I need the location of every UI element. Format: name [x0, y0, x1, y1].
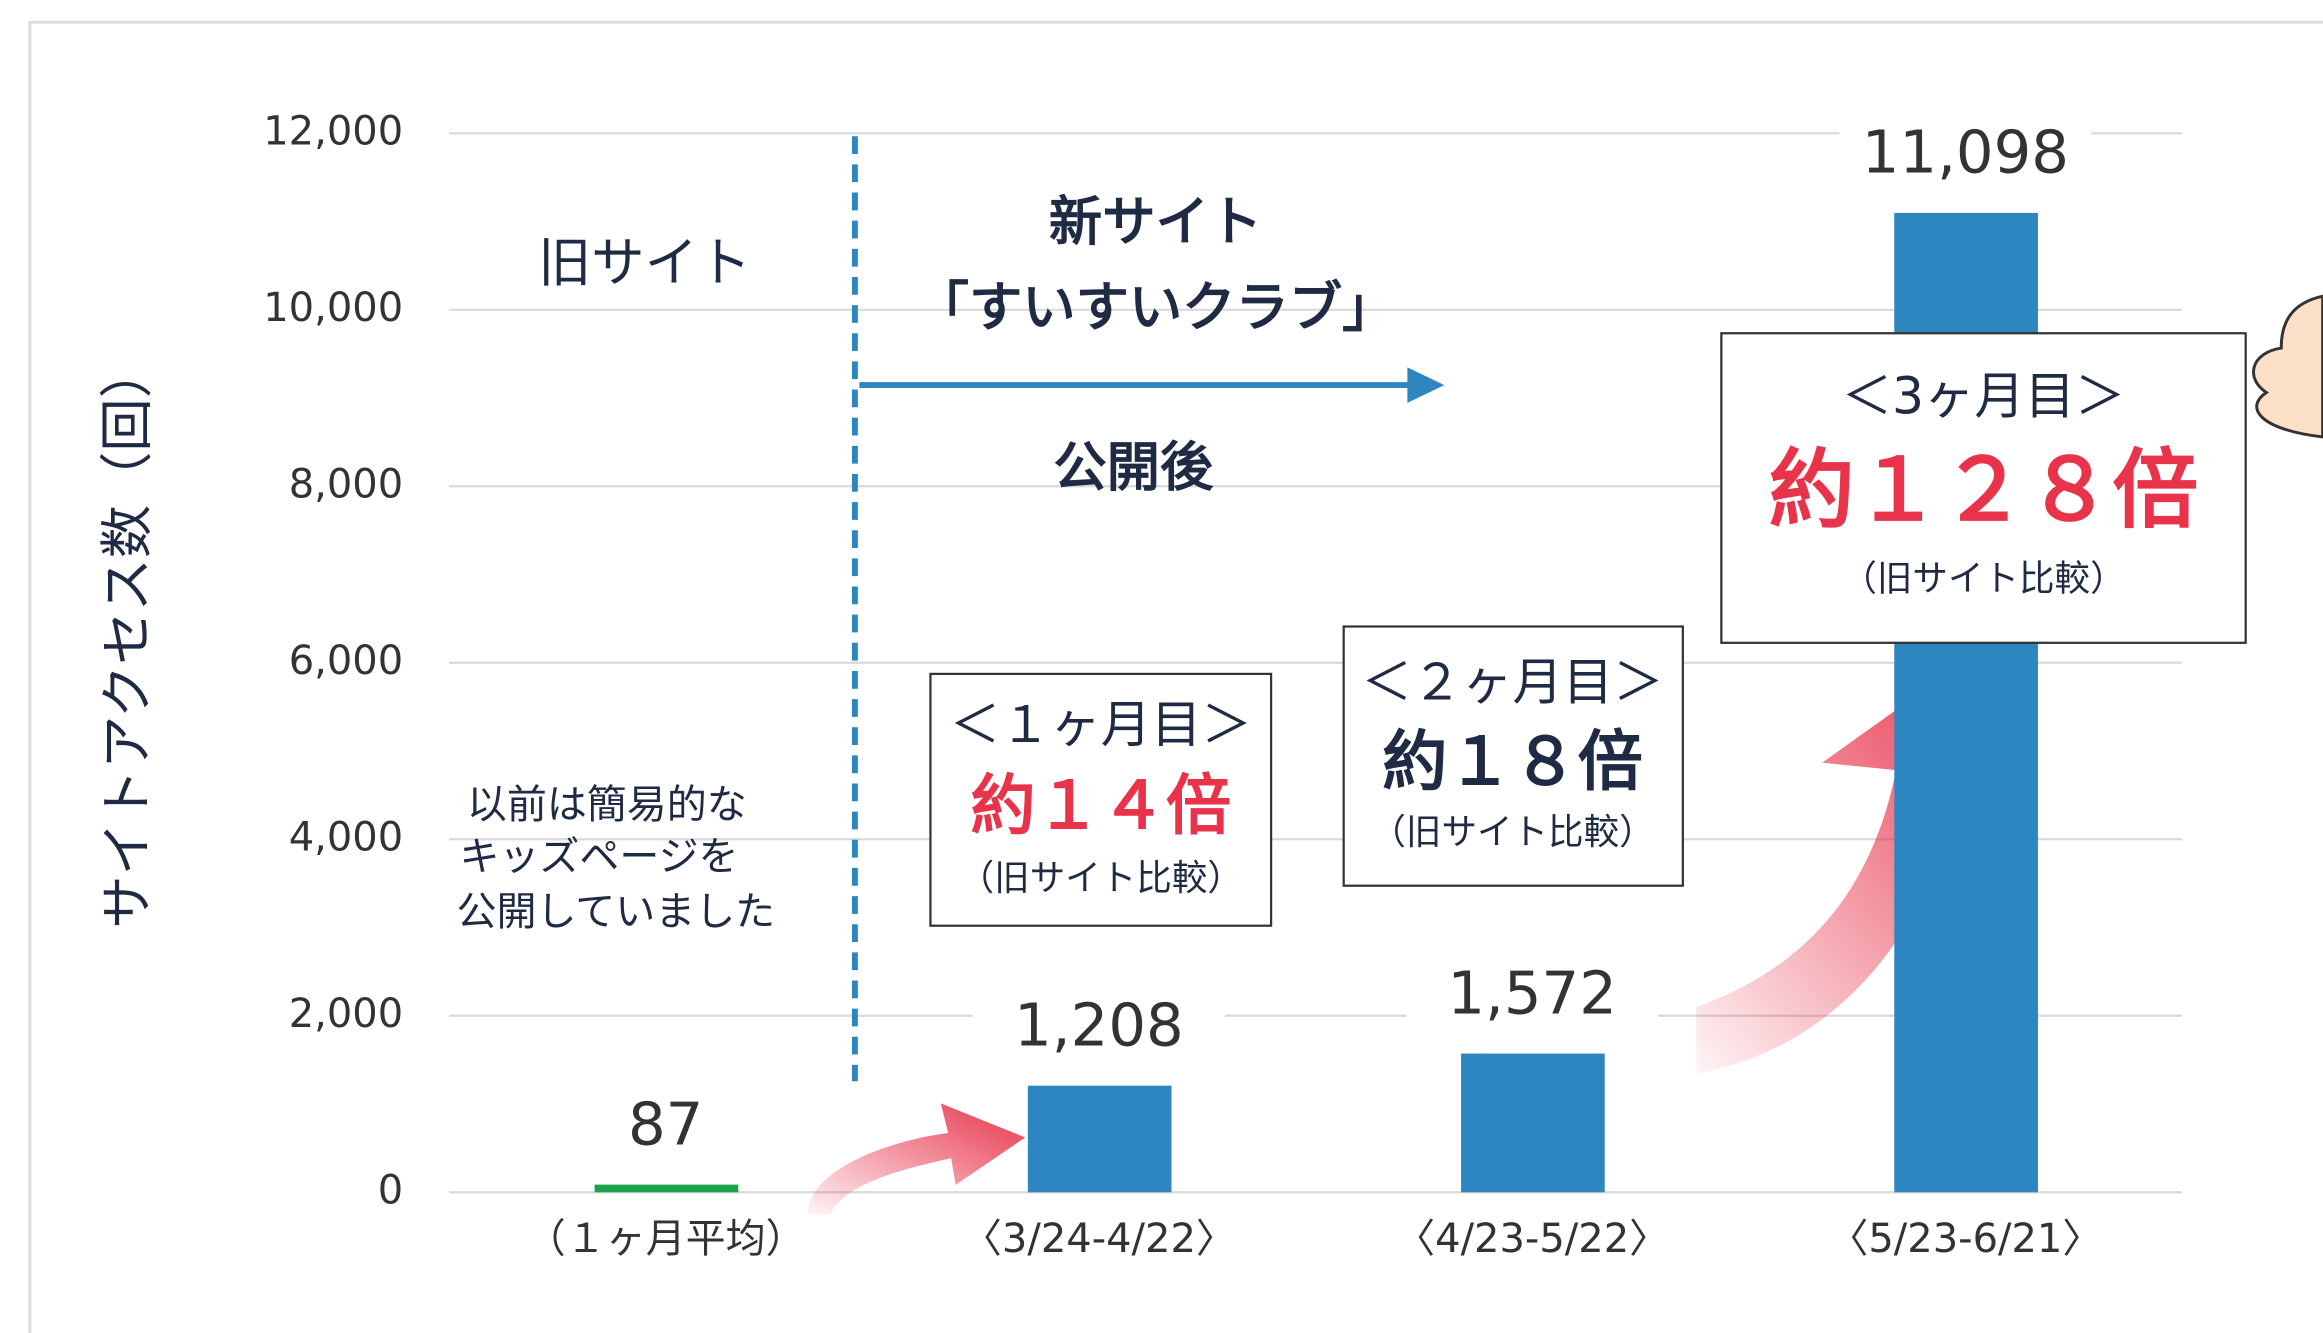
callout-period: ＜１ヶ月目＞ [950, 695, 1252, 754]
y-tick-label: 0 [378, 1167, 403, 1213]
y-tick-label: 6,000 [289, 638, 403, 684]
value-label: 1,572 [1447, 958, 1617, 1027]
x-tick-label: 〈3/24-4/22〉 [962, 1216, 1236, 1262]
callout-period: ＜3ヶ月目＞ [1842, 366, 2126, 425]
callout-note: （旧サイト比較） [959, 858, 1243, 899]
annotation: キッズページを [459, 834, 738, 880]
annotation: 以前は簡易的な [467, 782, 747, 828]
y-tick-label: 4,000 [289, 814, 403, 860]
x-tick-label: 〈4/23-5/22〉 [1395, 1216, 1669, 1262]
callout-ratio: 約１８倍 [1382, 725, 1643, 800]
hand [2253, 296, 2322, 437]
bar [595, 1185, 739, 1193]
bar [1028, 1086, 1172, 1193]
value-label: 87 [628, 1089, 703, 1158]
callout-period: ＜２ヶ月目＞ [1361, 652, 1663, 711]
value-label: 11,098 [1862, 118, 2069, 187]
y-axis-title: サイトアクセス数（回） [96, 345, 158, 929]
growth-arrow [808, 1103, 1026, 1214]
y-tick-label: 10,000 [263, 285, 403, 331]
value-label: 1,208 [1014, 991, 1184, 1060]
y-tick-label: 2,000 [289, 991, 403, 1037]
chart: サイトアクセス数（回） 旧サイト 新サイト 「すいすいクラブ」 公開後 以前は簡… [0, 0, 2323, 1333]
y-tick-label: 8,000 [289, 461, 403, 507]
annotation: 公開していました [456, 889, 775, 935]
bar [1461, 1054, 1605, 1193]
callout-ratio: 約１２８倍 [1769, 441, 2198, 541]
y-tick-label: 12,000 [263, 108, 403, 154]
annotation: 公開後 [1053, 437, 1214, 499]
x-tick-label: （１ヶ月平均） [526, 1216, 806, 1262]
arrow-head [1407, 367, 1444, 403]
x-tick-label: 〈5/23-6/21〉 [1828, 1216, 2102, 1262]
annotation: 旧サイト [538, 232, 751, 294]
callout-note: （旧サイト比較） [1841, 559, 2125, 600]
callout-ratio: 約１４倍 [970, 769, 1231, 844]
callout-note: （旧サイト比較） [1370, 812, 1654, 853]
annotation: 新サイト [1049, 191, 1262, 253]
annotation: 「すいすいクラブ」 [916, 277, 1396, 339]
